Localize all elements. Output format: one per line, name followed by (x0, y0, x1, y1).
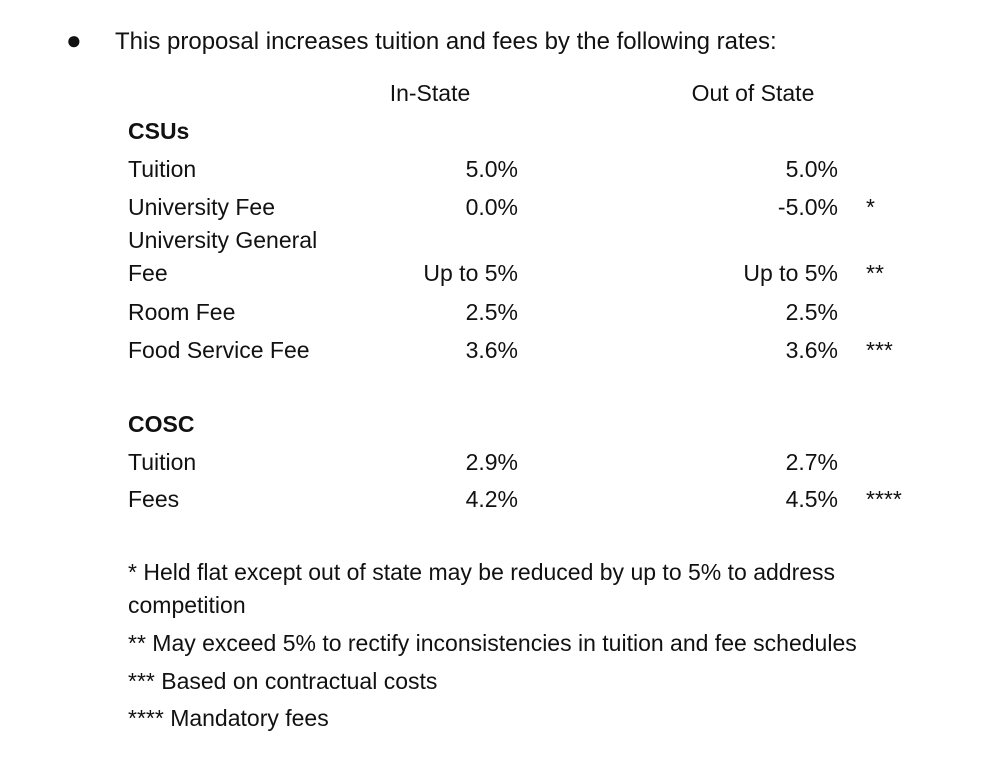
out-state-value: 5.0% (785, 156, 838, 182)
row-label: University Fee (128, 194, 275, 220)
out-state-value: -5.0% (777, 194, 838, 220)
note-marker: *** (866, 337, 893, 363)
in-state-value: Up to 5% (423, 260, 518, 286)
section-title: COSC (128, 411, 195, 437)
column-header: Out of State (691, 80, 815, 106)
out-state-value: 2.7% (785, 449, 838, 475)
footnote: **** Mandatory fees (128, 705, 329, 731)
row-label: University General Fee (128, 227, 318, 286)
bullet-dot: ● (66, 25, 82, 55)
bullet-text: This proposal increases tuition and fees… (115, 28, 777, 55)
in-state-value: 4.2% (465, 486, 518, 512)
note-marker: **** (866, 486, 902, 512)
footnote: *** Based on contractual costs (128, 668, 438, 694)
in-state-value: 0.0% (465, 194, 518, 220)
row-label: Tuition (128, 449, 197, 475)
column-header: In-State (389, 80, 471, 106)
row-label: Food Service Fee (128, 337, 310, 363)
out-state-value: 2.5% (785, 299, 838, 325)
out-state-value: 4.5% (785, 486, 838, 512)
note-marker: * (866, 194, 875, 220)
in-state-value: 5.0% (465, 156, 518, 182)
row-label: Room Fee (128, 299, 236, 325)
row-label: Tuition (128, 156, 197, 182)
in-state-value: 2.9% (465, 449, 518, 475)
section-title: CSUs (128, 118, 190, 144)
in-state-value: 2.5% (465, 299, 518, 325)
note-marker: ** (866, 260, 884, 286)
out-state-value: 3.6% (785, 337, 838, 363)
out-state-value: Up to 5% (743, 260, 838, 286)
footnote: * Held flat except out of state may be r… (128, 559, 836, 618)
row-label: Fees (128, 486, 180, 512)
footnote: ** May exceed 5% to rectify inconsistenc… (128, 630, 857, 656)
in-state-value: 3.6% (465, 337, 518, 363)
